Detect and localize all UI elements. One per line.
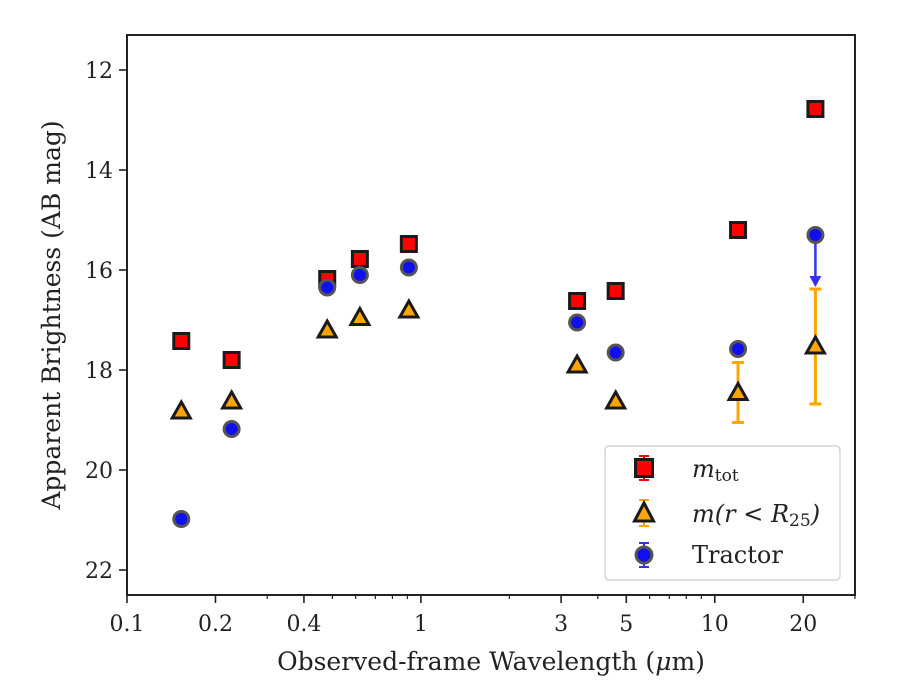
plot-area [126,34,856,596]
legend-box [604,445,841,581]
tractor-point-8-circle [806,226,825,244]
x-tick-label-1: 0.2 [198,612,233,637]
legend-entry-tractor: Tractor [634,541,783,569]
legend-tractor-label: Tractor [692,541,783,569]
x-tick-label-7: 20 [789,612,817,637]
mr25-point-8-triangle [803,333,827,355]
tractor-point-1-circle [222,420,241,438]
legend-tractor-marker [634,545,654,565]
mtot-point-6-square [606,282,625,300]
tractor-point-6-circle [606,343,625,362]
tractor-point-2-circle [318,278,337,297]
x-axis-title: Observed-frame Wavelength (μm) [277,647,705,676]
tractor-point-0-circle [172,510,191,528]
mr25-point-2-triangle [315,317,339,339]
y-axis-title: Apparent Brightness (AB mag) [37,120,66,510]
mr25-point-1-triangle [220,388,244,410]
x-tick-label-2: 0.4 [286,612,321,637]
x-tick-label-5: 5 [619,612,633,637]
y-tick-label-0: 12 [85,59,113,84]
mtot-point-1-square [222,351,241,369]
y-tick-label-4: 20 [85,459,113,484]
x-tick-label-6: 10 [701,612,729,637]
x-tick-label-3: 1 [414,612,428,637]
legend-mr25-marker [632,499,656,523]
y-tick-label-2: 16 [85,259,113,284]
tractor-point-3-circle [350,266,369,284]
mtot-point-7-square [729,221,748,239]
tractor-point-7-circle [729,340,748,358]
legend-mtot-label: mtot [692,455,739,486]
mr25-point-4-triangle [397,297,421,319]
y-tick-label-1: 14 [85,159,113,184]
mtot-point-5-square [568,292,587,310]
plot-frame [126,34,856,596]
x-tick-label-0: 0.1 [110,612,145,637]
mr25-point-6-triangle [604,388,628,410]
mtot-point-4-square [399,235,418,253]
legend-entry-mr25: m(r < R25) [632,499,820,531]
tractor-point-8-limit-arrow [809,276,822,287]
mr25-point-7-triangle [726,380,750,401]
mr25-point-0-triangle [169,398,193,420]
mr25-point-3-triangle [348,305,372,326]
mtot-point-8-square [806,100,825,118]
legend-entry-mtot: mtot [634,455,739,486]
mr25-point-5-triangle [565,352,589,374]
legend-mr25-label: m(r < R25) [692,500,820,531]
axis-ticks: 0.1 0.2 0.4 1 3 5 10 20 12 14 16 18 20 22 [85,59,856,637]
tractor-point-5-circle [568,313,587,332]
y-tick-label-5: 22 [85,559,113,584]
x-tick-label-4: 3 [554,612,568,637]
mtot-point-3-square [350,250,369,268]
legend: mtot m(r < R25) Tractor [604,445,841,581]
y-tick-label-3: 18 [85,359,113,384]
data-marks [169,100,827,528]
legend-mtot-marker [634,458,654,478]
tractor-point-4-circle [399,258,418,277]
mtot-point-0-square [172,332,191,350]
